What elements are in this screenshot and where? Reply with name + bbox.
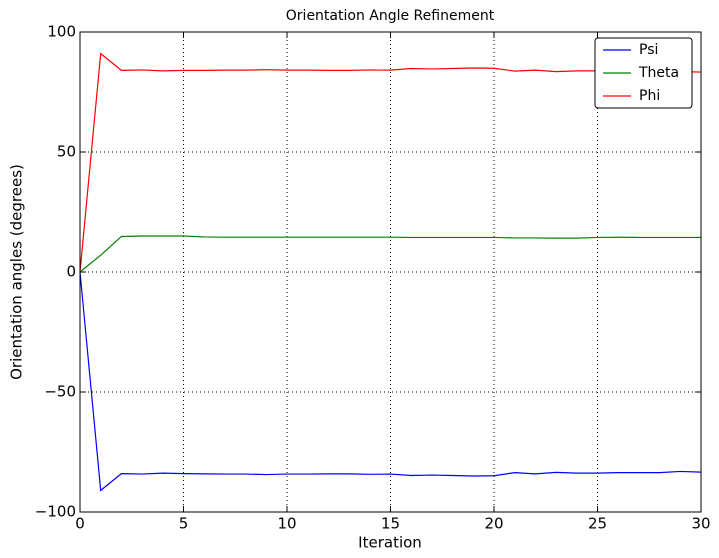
y-axis-label: Orientation angles (degrees) (8, 164, 26, 380)
x-axis-label: Iteration (358, 534, 422, 552)
y-tick-label: 50 (57, 143, 76, 161)
x-tick-label: 20 (484, 515, 503, 533)
x-tick-label: 15 (381, 515, 400, 533)
y-tick-label: −100 (35, 503, 76, 521)
legend-label: Theta (638, 65, 679, 81)
y-tick-label: −50 (44, 383, 76, 401)
legend-box (594, 37, 693, 109)
plot-frame (79, 31, 702, 513)
y-tick-label: 100 (47, 23, 76, 41)
y-tick-label: 0 (66, 263, 76, 281)
series-line (79, 271, 702, 492)
x-tick-label: 25 (588, 515, 607, 533)
x-tick-label: 30 (691, 515, 710, 533)
legend-label: Psi (639, 42, 658, 58)
x-tick-label: 5 (179, 515, 189, 533)
x-tick-label: 10 (277, 515, 296, 533)
x-tick-label: 0 (75, 515, 85, 533)
series-line (79, 235, 701, 273)
legend-label: Phi (639, 88, 660, 104)
chart-title: Orientation Angle Refinement (286, 8, 495, 24)
